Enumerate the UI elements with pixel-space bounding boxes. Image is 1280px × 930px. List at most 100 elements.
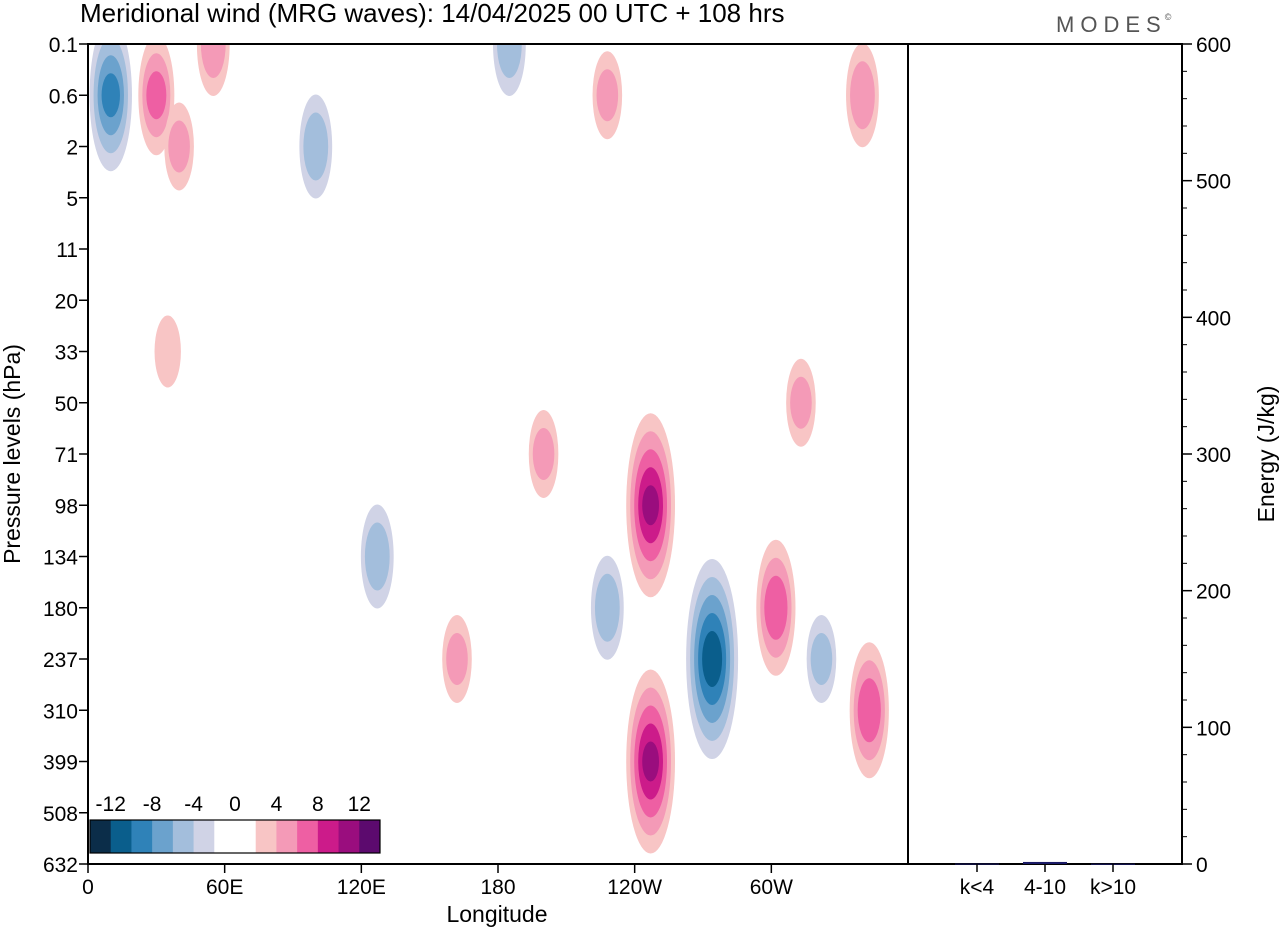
contour-band (810, 633, 833, 685)
contour-band (101, 73, 120, 118)
contour-band (702, 631, 723, 687)
x-axis-label: Longitude (446, 901, 547, 927)
contour-band (594, 573, 620, 642)
x-tick-label: 120W (607, 876, 662, 899)
energy-bars: k<4 4-10 k>10 (955, 861, 1136, 899)
colorbar-swatch (90, 820, 112, 853)
wind-anomaly-feature (849, 642, 889, 779)
y-tick-label: 237 (43, 649, 78, 672)
brand-logo: MODES© (1056, 12, 1172, 37)
wind-heatmap (89, 44, 889, 854)
colorbar-swatch (193, 820, 215, 853)
wind-anomaly-feature (846, 44, 879, 148)
contour-band (146, 71, 167, 120)
wind-anomaly-feature (138, 44, 175, 156)
y-tick-label: 33 (55, 342, 78, 365)
colorbar-swatch (297, 820, 319, 853)
y-tick-label: 632 (43, 854, 78, 877)
x-tick-label: 120E (337, 876, 386, 899)
colorbar-label: -8 (143, 793, 162, 816)
colorbar-label: -4 (184, 793, 203, 816)
colorbar-label: 4 (271, 793, 283, 816)
colorbar-swatch (131, 820, 153, 853)
wind-anomaly-feature (786, 358, 816, 447)
colorbar-label: 0 (229, 793, 241, 816)
y-axis-label: Pressure levels (hPa) (0, 344, 25, 564)
energy-frame (907, 43, 1183, 865)
y-tick-label: 180 (43, 598, 78, 621)
colorbar-swatch (338, 820, 360, 853)
colorbar-label: -12 (96, 793, 126, 816)
contour-band (364, 522, 390, 591)
colorbar-swatch (110, 820, 132, 853)
contour-band (496, 44, 522, 78)
colorbar-label: 8 (312, 793, 324, 816)
contour-band (303, 112, 329, 181)
contour-band (642, 741, 660, 782)
wind-anomaly-feature (626, 669, 676, 854)
energy-tick-label: 400 (1196, 307, 1231, 330)
chart-title: Meridional wind (MRG waves): 14/04/2025 … (80, 0, 785, 28)
x-tick-label: 0 (82, 876, 94, 899)
wind-anomaly-feature (492, 44, 526, 96)
wind-anomaly-feature (590, 555, 624, 660)
x-tick-label: 60W (750, 876, 793, 899)
x-tick-label: 180 (480, 876, 515, 899)
energy-tick-label: 600 (1196, 34, 1231, 57)
wind-anomaly-feature (89, 44, 132, 172)
colorbar-label: 12 (348, 793, 371, 816)
y-tick-label: 399 (43, 752, 78, 775)
colorbar-swatch (255, 820, 277, 853)
energy-axis: 0 100 200 300 400 500 600 (1182, 34, 1231, 877)
energy-category-label: k>10 (1090, 876, 1136, 899)
wind-anomaly-feature (154, 315, 181, 388)
energy-tick-label: 500 (1196, 171, 1231, 194)
colorbar-swatch (276, 820, 298, 853)
contour-band (790, 376, 812, 429)
wind-anomaly-feature (592, 51, 623, 140)
contour-band (446, 633, 468, 685)
y-tick-label: 20 (55, 290, 78, 313)
energy-category-label: k<4 (960, 876, 995, 899)
wind-anomaly-feature (196, 44, 230, 96)
y-tick-label: 134 (43, 547, 78, 570)
energy-axis-label: Energy (J/kg) (1253, 386, 1279, 523)
colorbar-swatch (235, 820, 257, 853)
y-tick-label: 71 (55, 444, 78, 467)
wind-anomaly-feature (528, 410, 559, 498)
y-tick-label: 508 (43, 803, 78, 826)
colorbar-swatch (359, 820, 381, 853)
contour-band (857, 678, 881, 743)
y-tick-label: 98 (55, 495, 78, 518)
colorbar-swatch (317, 820, 340, 853)
energy-tick-label: 300 (1196, 444, 1231, 467)
wind-anomaly-feature (164, 102, 194, 191)
contour-band (764, 575, 788, 640)
y-axis: 0.1 0.6 2 5 11 20 33 50 71 98 134 180 237 310 399 508 63… (43, 34, 88, 877)
y-tick-label: 0.1 (49, 34, 78, 57)
x-tick-label: 60E (206, 876, 243, 899)
colorbar: -12 -8 -4 0 4 8 12 (89, 793, 381, 854)
contour-band (642, 485, 660, 526)
colorbar-swatch (152, 820, 174, 853)
y-tick-label: 0.6 (49, 85, 78, 108)
y-tick-label: 50 (55, 393, 78, 416)
energy-category-label: 4-10 (1024, 876, 1066, 899)
contour-band (200, 44, 226, 78)
energy-tick-label: 0 (1196, 854, 1208, 877)
colorbar-frame (89, 819, 381, 854)
y-tick-label: 5 (66, 188, 78, 211)
wind-anomaly-feature (442, 615, 472, 703)
wind-anomaly-feature (756, 539, 796, 676)
y-tick-label: 310 (43, 700, 78, 723)
wind-anomaly-feature (626, 413, 676, 598)
contour-band (532, 428, 555, 480)
x-axis: 0 60E 120E 180 120W 60W (82, 864, 793, 899)
energy-tick-label: 100 (1196, 717, 1231, 740)
wind-anomaly-feature (686, 559, 739, 759)
colorbar-swatch (214, 820, 236, 853)
heatmap-frame (87, 43, 909, 865)
y-tick-label: 11 (56, 239, 78, 262)
wind-anomaly-feature (806, 615, 837, 703)
